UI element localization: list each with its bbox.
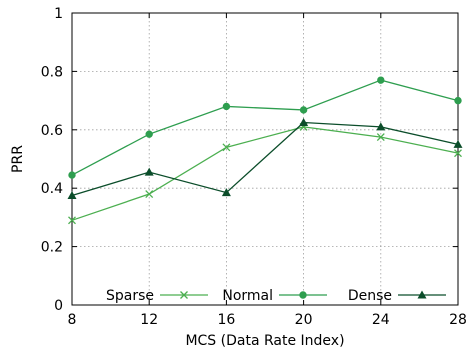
data-point [68,216,76,225]
y-tick-label: 0.6 [41,123,63,139]
legend-label: Dense [348,288,392,304]
y-tick-label: 1 [54,6,63,22]
marker-stroke [145,190,154,198]
series-normal [68,76,462,179]
data-point [68,171,76,179]
data-point [144,167,154,176]
legend-marker [417,290,427,299]
marker-stroke [68,216,76,225]
y-axis-label: PRR [10,145,26,173]
axis-ticks: 8 12 16 20 24 28 0 0.2 0.4 0.6 0.8 1 [41,6,467,328]
data-point [454,149,462,158]
marker-stroke [454,149,462,158]
data-point [145,190,154,198]
x-tick-label: 28 [449,312,467,328]
x-tick-label: 24 [372,312,390,328]
grid [72,13,458,305]
x-tick-label: 8 [68,312,77,328]
data-point [376,122,386,131]
series-layer [67,76,463,225]
series-sparse [68,122,462,225]
data-point [299,106,308,114]
data-point [145,130,153,138]
y-tick-label: 0.8 [41,64,63,80]
x-tick-label: 16 [217,312,235,328]
data-point [376,133,385,142]
y-tick-label: 0 [54,298,63,314]
marker-stroke [222,143,231,152]
data-point [222,143,231,152]
legend-item-normal: Normal [222,288,327,304]
data-point [221,188,231,197]
legend-label: Sparse [106,288,154,304]
data-point [222,102,231,111]
legend-item-sparse: Sparse [106,288,208,304]
marker-stroke [376,133,385,142]
y-tick-label: 0.2 [41,240,63,256]
x-axis-label: MCS (Data Rate Index) [185,333,344,349]
data-point [454,96,462,105]
x-tick-label: 12 [140,312,158,328]
legend: Sparse Normal Dense [106,288,446,304]
plot-frame [71,12,459,306]
y-tick-label: 0.4 [41,181,63,197]
series-line-sparse [71,126,459,221]
x-tick-label: 20 [295,312,313,328]
legend-marker [299,291,307,299]
data-point [299,118,309,126]
data-point [453,139,463,148]
data-point [67,191,77,199]
series-line-dense [71,121,459,197]
series-dense [67,118,463,199]
series-line-normal [71,79,459,176]
data-point [377,76,385,84]
legend-item-dense: Dense [348,288,446,304]
legend-label: Normal [222,288,273,304]
marker-stroke [180,291,188,299]
legend-marker [180,291,188,299]
